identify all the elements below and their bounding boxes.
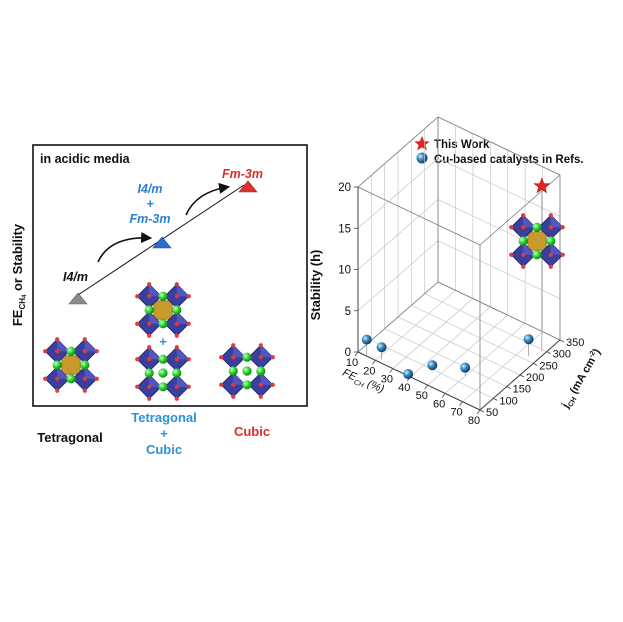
x-label-mixed: Tetragonal + Cubic — [131, 410, 197, 457]
y-tick — [506, 386, 511, 390]
x-tick-label: 50 — [416, 390, 428, 402]
crystal-structures: + — [42, 281, 276, 402]
x-tick-label: 40 — [398, 382, 410, 394]
crystal-plus-sign: + — [159, 334, 167, 349]
crystal-cubic — [218, 342, 276, 400]
grid-line — [384, 328, 507, 387]
x-tick — [354, 351, 359, 357]
box-edge — [437, 281, 561, 341]
y-tick-label: 350 — [566, 337, 584, 349]
y-tick — [493, 397, 498, 401]
x-tick-label: 20 — [363, 365, 375, 377]
this-work-star — [533, 177, 551, 194]
x-tick — [441, 393, 446, 398]
legend-this-work: This Work — [434, 139, 490, 151]
svg-text:I4/m: I4/m — [137, 182, 162, 196]
z-axis-label: Stability (h) — [308, 250, 323, 321]
left-y-axis-label: FECH4 or Stability — [10, 223, 28, 326]
left-panel: in acidic media FECH4 or Stability I4/m … — [10, 144, 308, 457]
y-tick-label: 100 — [499, 395, 517, 407]
crystal-mixed-top — [134, 281, 192, 339]
left-panel-frame — [32, 144, 308, 407]
right-panel-3d-chart: This Work Cu-based catalysts in Refs. 10… — [308, 116, 603, 427]
z-tick-label: 5 — [345, 306, 351, 318]
grid-line — [397, 316, 521, 376]
y-tick — [559, 339, 565, 343]
grid-line — [411, 305, 534, 364]
y-tick-label: 150 — [513, 384, 531, 396]
x-axis-line — [357, 351, 481, 411]
y-tick-label: 300 — [553, 349, 571, 361]
phase-marker-tetragonal — [68, 292, 88, 305]
z-tick-label: 10 — [338, 265, 351, 277]
svg-text:Stability (h): Stability (h) — [308, 250, 323, 321]
y-tick-label: 250 — [539, 360, 557, 372]
data-points — [361, 177, 551, 380]
box-edge — [357, 186, 481, 246]
ref-point-2 — [376, 342, 387, 353]
grid-line — [357, 240, 439, 312]
x-tick — [389, 368, 394, 373]
y-tick — [519, 374, 525, 378]
ref-point-3 — [403, 369, 414, 380]
x-tick-label: 60 — [433, 398, 445, 410]
x-tick — [459, 401, 463, 406]
legend-sphere-marker — [416, 152, 428, 164]
box-edge — [357, 116, 439, 188]
crystal-mixed-bottom — [134, 344, 192, 402]
this-work-crystal-inset — [508, 212, 566, 270]
phase-marker-cubic — [238, 180, 258, 193]
ref-point-6 — [523, 334, 534, 345]
phase-label-tetragonal: I4/m — [63, 270, 88, 284]
legend-refs: Cu-based catalysts in Refs. — [434, 154, 584, 166]
x-tick-label: 80 — [468, 415, 480, 427]
x-tick-label: 10 — [346, 357, 358, 369]
crystal-tetragonal — [42, 336, 100, 394]
x-tick-label: 30 — [381, 374, 393, 386]
ref-point-1 — [361, 334, 372, 345]
x-label-tetragonal: Tetragonal — [37, 430, 103, 445]
x-tick-label: 70 — [450, 407, 462, 419]
phase-label-mixed: I4/m + Fm-3m — [130, 182, 171, 226]
svg-text:+: + — [146, 197, 154, 211]
x-tick — [372, 360, 376, 365]
legend-star-marker — [414, 136, 430, 151]
box-edge — [479, 174, 561, 246]
curved-arrow-2 — [185, 182, 231, 216]
phase-marker-mixed — [152, 236, 172, 249]
x-tick — [476, 409, 481, 415]
y-tick-label: 50 — [486, 407, 498, 419]
x-tick — [424, 384, 429, 390]
y-tick-label: 200 — [526, 372, 544, 384]
y-tick — [546, 351, 551, 355]
z-tick-label: 20 — [338, 182, 351, 194]
svg-text:+: + — [160, 426, 168, 441]
svg-text:FECH4 or Stability: FECH4 or Stability — [10, 223, 28, 326]
y-tick — [479, 409, 485, 413]
grid-line — [357, 157, 439, 229]
legend: This Work Cu-based catalysts in Refs. — [414, 136, 584, 166]
curved-arrow-1 — [97, 231, 153, 263]
ref-point-4 — [427, 360, 438, 371]
phase-label-cubic: Fm-3m — [222, 167, 263, 181]
z-tick-label: 15 — [338, 223, 351, 235]
grid-line — [437, 240, 561, 300]
svg-text:Fm-3m: Fm-3m — [130, 212, 171, 226]
box-edge — [437, 116, 561, 176]
svg-text:Tetragonal: Tetragonal — [131, 410, 197, 425]
svg-text:Cubic: Cubic — [146, 442, 182, 457]
left-panel-title: in acidic media — [40, 152, 131, 166]
crystal-this-work — [508, 212, 566, 270]
grid-line — [437, 157, 561, 217]
grid-line — [357, 199, 439, 270]
y-tick — [533, 362, 538, 366]
ref-point-5 — [460, 362, 471, 373]
x-label-cubic: Cubic — [234, 424, 270, 439]
z-tick-label: 0 — [345, 347, 351, 359]
